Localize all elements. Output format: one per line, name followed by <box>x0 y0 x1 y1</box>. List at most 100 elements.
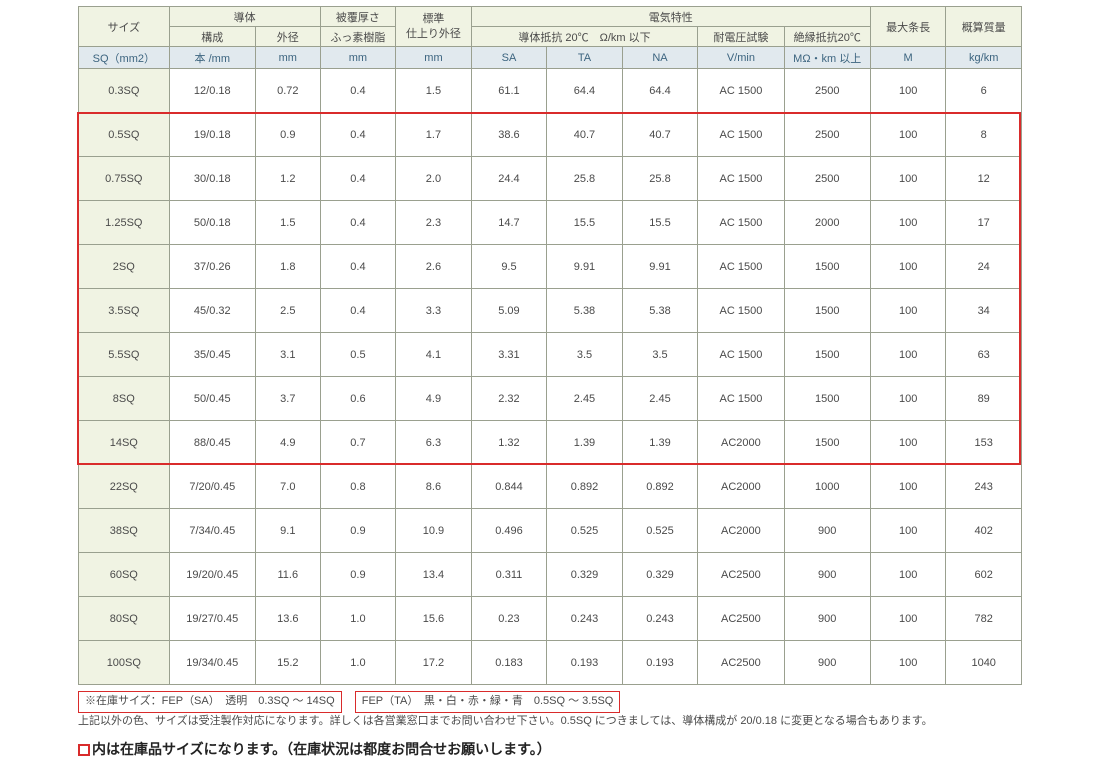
cell-od: 0.9 <box>255 113 320 157</box>
cell-ir: 1500 <box>784 421 870 465</box>
table-row: 2SQ37/0.261.80.42.69.59.919.91AC 1500150… <box>79 245 1022 289</box>
cell-od: 3.7 <box>255 377 320 421</box>
cell-ta: 0.329 <box>547 553 623 597</box>
cell-thk: 1.0 <box>320 597 396 641</box>
cell-na: 2.45 <box>622 377 698 421</box>
cell-size: 60SQ <box>79 553 170 597</box>
cell-na: 9.91 <box>622 245 698 289</box>
cell-ir: 900 <box>784 553 870 597</box>
cell-na: 0.329 <box>622 553 698 597</box>
cell-thk: 0.5 <box>320 333 396 377</box>
cell-thk: 0.9 <box>320 509 396 553</box>
cell-od: 11.6 <box>255 553 320 597</box>
cell-len: 100 <box>870 421 946 465</box>
cell-wv: AC 1500 <box>698 69 784 113</box>
cell-mass: 24 <box>946 245 1022 289</box>
cell-ta: 5.38 <box>547 289 623 333</box>
hdr-insulation: 被覆厚さ <box>320 7 396 27</box>
table-row: 0.5SQ19/0.180.90.41.738.640.740.7AC 1500… <box>79 113 1022 157</box>
unit-sa: SA <box>471 47 547 69</box>
cell-wv: AC2500 <box>698 597 784 641</box>
cell-na: 25.8 <box>622 157 698 201</box>
cell-fod: 4.9 <box>396 377 472 421</box>
cell-comp: 19/0.18 <box>169 113 255 157</box>
cell-size: 3.5SQ <box>79 289 170 333</box>
cell-thk: 0.6 <box>320 377 396 421</box>
cell-mass: 8 <box>946 113 1022 157</box>
cell-thk: 0.8 <box>320 465 396 509</box>
cell-thk: 0.7 <box>320 421 396 465</box>
cell-na: 0.525 <box>622 509 698 553</box>
cell-size: 14SQ <box>79 421 170 465</box>
cell-wv: AC 1500 <box>698 157 784 201</box>
table-row: 0.3SQ12/0.180.720.41.561.164.464.4AC 150… <box>79 69 1022 113</box>
cell-ta: 9.91 <box>547 245 623 289</box>
cell-na: 15.5 <box>622 201 698 245</box>
cell-sa: 5.09 <box>471 289 547 333</box>
cell-size: 8SQ <box>79 377 170 421</box>
cell-od: 0.72 <box>255 69 320 113</box>
cell-comp: 45/0.32 <box>169 289 255 333</box>
cell-od: 2.5 <box>255 289 320 333</box>
cell-wv: AC 1500 <box>698 377 784 421</box>
cell-fod: 2.6 <box>396 245 472 289</box>
cell-od: 9.1 <box>255 509 320 553</box>
cell-len: 100 <box>870 289 946 333</box>
hdr-electrical: 電気特性 <box>471 7 870 27</box>
cell-mass: 153 <box>946 421 1022 465</box>
cell-ir: 1500 <box>784 333 870 377</box>
table-row: 3.5SQ45/0.322.50.43.35.095.385.38AC 1500… <box>79 289 1022 333</box>
cell-na: 0.193 <box>622 641 698 685</box>
cell-wv: AC2000 <box>698 421 784 465</box>
table-row: 38SQ7/34/0.459.10.910.90.4960.5250.525AC… <box>79 509 1022 553</box>
hdr-finish-od: 標準仕上り外径 <box>396 7 472 47</box>
cell-sa: 0.183 <box>471 641 547 685</box>
cell-ta: 3.5 <box>547 333 623 377</box>
cell-ir: 1500 <box>784 289 870 333</box>
cell-sa: 14.7 <box>471 201 547 245</box>
cell-len: 100 <box>870 377 946 421</box>
cell-comp: 37/0.26 <box>169 245 255 289</box>
cell-mass: 602 <box>946 553 1022 597</box>
hdr-conductor: 導体 <box>169 7 320 27</box>
cell-mass: 89 <box>946 377 1022 421</box>
cell-od: 1.5 <box>255 201 320 245</box>
unit-na: NA <box>622 47 698 69</box>
hdr-resistance: 導体抵抗 20℃ Ω/km 以下 <box>471 27 698 47</box>
cell-ta: 64.4 <box>547 69 623 113</box>
cell-ta: 2.45 <box>547 377 623 421</box>
cell-len: 100 <box>870 333 946 377</box>
cell-na: 1.39 <box>622 421 698 465</box>
hdr-composition: 構成 <box>169 27 255 47</box>
cell-na: 64.4 <box>622 69 698 113</box>
cell-wv: AC 1500 <box>698 201 784 245</box>
unit-od: mm <box>255 47 320 69</box>
cell-ir: 1500 <box>784 245 870 289</box>
cell-ir: 2500 <box>784 113 870 157</box>
cell-na: 0.243 <box>622 597 698 641</box>
cell-sa: 0.844 <box>471 465 547 509</box>
cell-ir: 1500 <box>784 377 870 421</box>
cell-sa: 38.6 <box>471 113 547 157</box>
cell-fod: 15.6 <box>396 597 472 641</box>
cell-ta: 0.525 <box>547 509 623 553</box>
table-row: 5.5SQ35/0.453.10.54.13.313.53.5AC 150015… <box>79 333 1022 377</box>
cell-comp: 30/0.18 <box>169 157 255 201</box>
table-row: 60SQ19/20/0.4511.60.913.40.3110.3290.329… <box>79 553 1022 597</box>
cell-ta: 25.8 <box>547 157 623 201</box>
cell-ir: 900 <box>784 509 870 553</box>
table-row: 80SQ19/27/0.4513.61.015.60.230.2430.243A… <box>79 597 1022 641</box>
cell-ir: 2000 <box>784 201 870 245</box>
stock-ta-box: FEP（TA） 黒・白・赤・緑・青 0.5SQ ～ 3.5SQ <box>355 691 621 713</box>
table-row: 8SQ50/0.453.70.64.92.322.452.45AC 150015… <box>79 377 1022 421</box>
cell-ta: 40.7 <box>547 113 623 157</box>
cell-thk: 0.4 <box>320 201 396 245</box>
cell-od: 15.2 <box>255 641 320 685</box>
stock-sa-box: ※在庫サイズ：FEP（SA） 透明 0.3SQ ～ 14SQ <box>78 691 342 713</box>
cell-na: 40.7 <box>622 113 698 157</box>
cell-wv: AC2500 <box>698 641 784 685</box>
cell-comp: 19/20/0.45 <box>169 553 255 597</box>
cell-ta: 0.193 <box>547 641 623 685</box>
cell-fod: 2.0 <box>396 157 472 201</box>
cell-len: 100 <box>870 509 946 553</box>
